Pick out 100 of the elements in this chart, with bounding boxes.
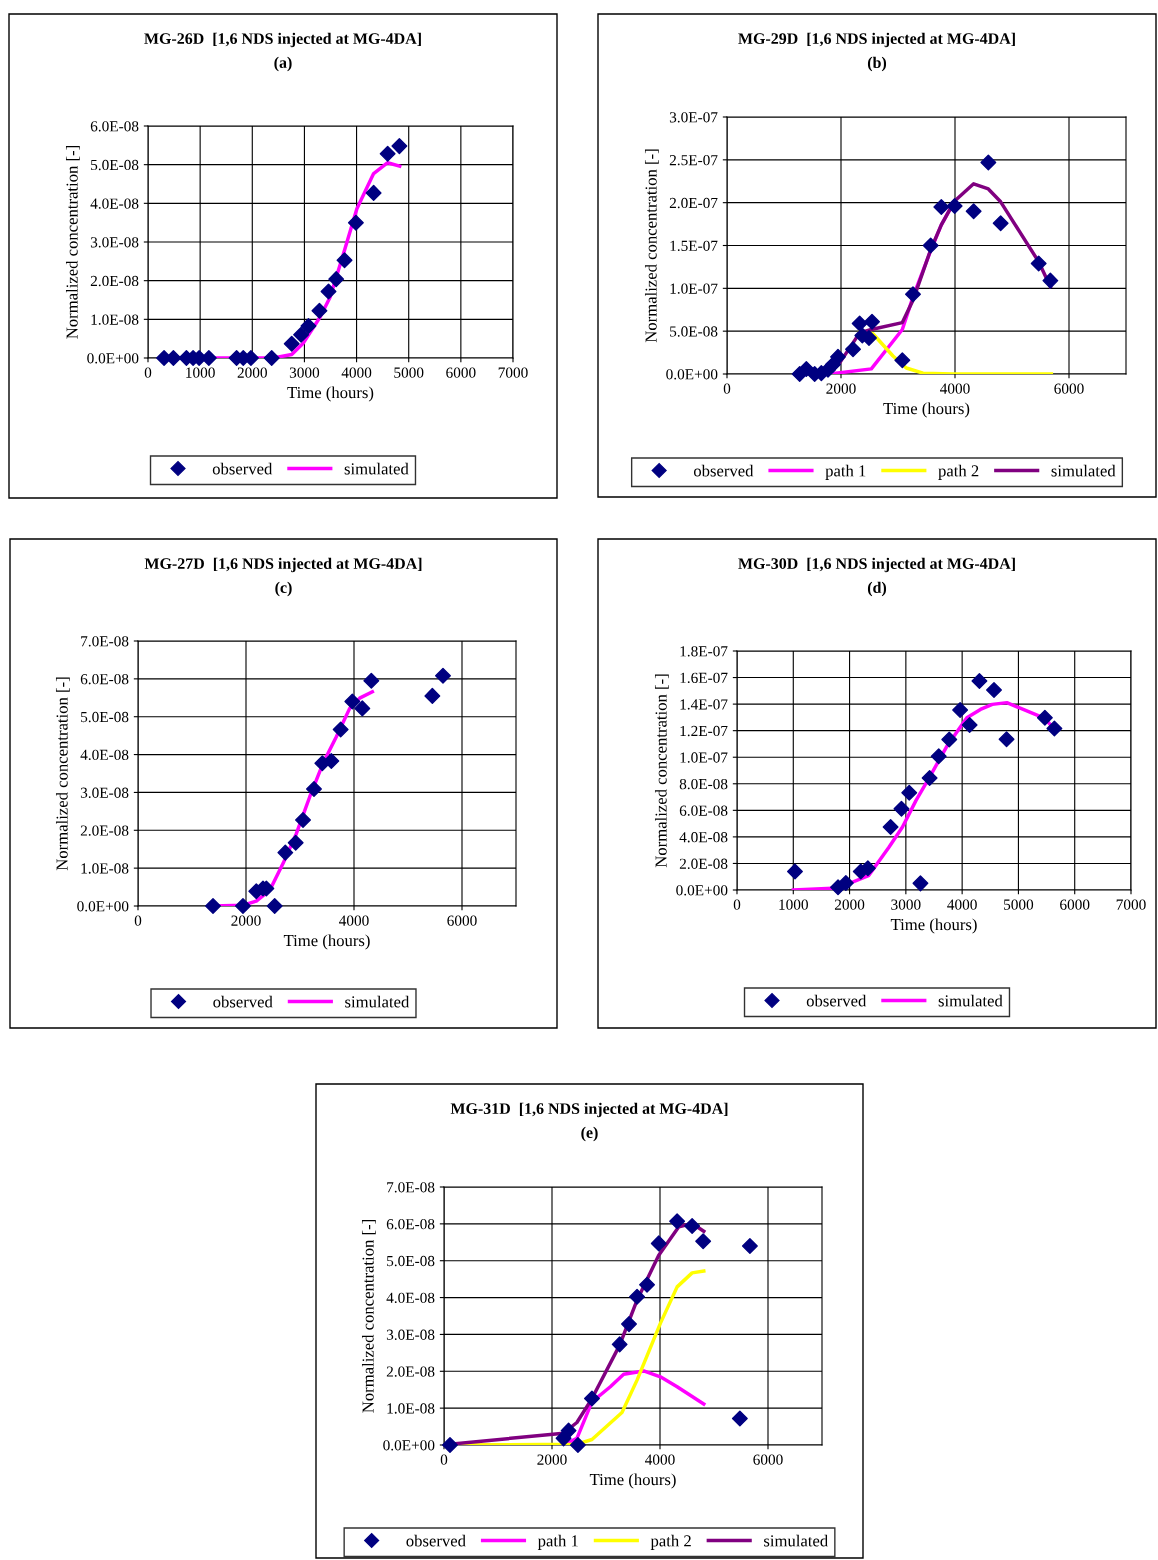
- y-tick-label: 1.6E-07: [680, 672, 728, 684]
- y-axis-title: Normalized concentration [-]: [361, 1220, 376, 1413]
- x-tick-label: 4000: [645, 1454, 675, 1465]
- y-tick-label: 2.0E-07: [669, 197, 718, 209]
- legend-label: path 1: [537, 1534, 578, 1550]
- point: [205, 898, 221, 914]
- point: [306, 781, 322, 797]
- x-tick-label: 7000: [1116, 899, 1146, 910]
- point: [952, 702, 969, 719]
- point: [930, 748, 947, 765]
- point: [442, 1437, 458, 1453]
- y-tick-label: 2.0E-08: [90, 275, 139, 287]
- point: [912, 875, 929, 892]
- y-tick-label: 4.0E-08: [679, 832, 728, 843]
- legend-label: simulated: [344, 462, 409, 475]
- point: [311, 302, 328, 319]
- y-tick-label: 1.8E-07: [680, 646, 728, 657]
- point: [379, 145, 396, 162]
- chart-title: MG-27D [1,6 NDS injected at MG-4DA]: [144, 557, 422, 573]
- x-tick-label: 2000: [231, 915, 261, 926]
- y-tick-label: 7.0E-08: [387, 1182, 435, 1193]
- legend-label: path 1: [825, 464, 866, 480]
- point: [741, 1237, 758, 1254]
- point: [837, 874, 854, 891]
- y-tick-label: 2.5E-07: [669, 154, 718, 166]
- point: [347, 214, 364, 231]
- point: [922, 237, 939, 254]
- point: [283, 335, 300, 352]
- point: [1046, 720, 1063, 737]
- chart-title: MG-29D [1,6 NDS injected at MG-4DA]: [738, 32, 1015, 48]
- point: [266, 898, 283, 914]
- legend-label: simulated: [938, 994, 1003, 1007]
- x-tick-label: 5000: [394, 367, 424, 378]
- point: [921, 769, 938, 786]
- legend-label: simulated: [345, 995, 410, 1008]
- point: [287, 834, 304, 851]
- y-tick-label: 3.0E-08: [90, 237, 139, 248]
- chart-subtitle: (a): [274, 56, 292, 72]
- point: [845, 341, 862, 358]
- y-tick-label: 0.0E+00: [383, 1440, 435, 1451]
- point: [933, 198, 950, 215]
- y-tick-label: 5.0E-08: [670, 326, 718, 337]
- point: [961, 717, 978, 734]
- point: [851, 315, 868, 332]
- x-tick-label: 0: [440, 1454, 448, 1465]
- y-axis-title: Normalized concentration [-]: [654, 674, 669, 868]
- y-tick-label: 6.0E-08: [679, 805, 728, 816]
- point: [295, 812, 312, 829]
- x-axis-title: Time (hours): [883, 402, 970, 418]
- x-tick-label: 1000: [779, 899, 808, 910]
- point: [354, 700, 371, 717]
- y-tick-label: 6.0E-08: [90, 121, 139, 132]
- y-tick-label: 2.0E-08: [80, 825, 129, 836]
- x-tick-label: 2000: [237, 367, 267, 378]
- point: [971, 673, 988, 689]
- point: [639, 1276, 656, 1293]
- point: [435, 667, 451, 684]
- chart-subtitle: (d): [867, 581, 887, 597]
- point: [946, 198, 963, 215]
- point: [882, 819, 899, 836]
- point: [650, 1235, 667, 1252]
- legend-label: simulated: [764, 1534, 828, 1547]
- point: [629, 1288, 646, 1305]
- point: [583, 1390, 600, 1407]
- y-tick-label: 3.0E-08: [80, 787, 129, 798]
- y-tick-label: 1.0E-08: [81, 863, 129, 874]
- y-tick-label: 5.0E-08: [81, 711, 129, 723]
- y-axis-title: Normalized concentration [-]: [55, 677, 70, 871]
- point: [1042, 272, 1059, 289]
- legend-label: path 2: [650, 1534, 691, 1550]
- chart-subtitle: (c): [275, 581, 292, 597]
- y-tick-label: 5.0E-08: [91, 159, 139, 171]
- x-tick-label: 6000: [1060, 899, 1090, 910]
- y-tick-label: 0.0E+00: [666, 369, 718, 380]
- y-tick-label: 6.0E-08: [386, 1219, 435, 1230]
- legend-label: simulated: [1051, 464, 1116, 477]
- x-tick-label: 4000: [947, 899, 977, 910]
- x-tick-label: 2000: [537, 1454, 567, 1465]
- chart-subtitle: (b): [867, 56, 887, 72]
- point: [344, 693, 361, 710]
- point: [695, 1233, 712, 1250]
- point: [560, 1422, 577, 1439]
- y-tick-label: 4.0E-08: [90, 198, 139, 209]
- y-tick-label: 1.5E-07: [670, 240, 718, 252]
- point: [293, 326, 310, 343]
- x-tick-label: 0: [134, 915, 142, 926]
- point: [320, 283, 337, 300]
- chart-subtitle: (e): [581, 1126, 598, 1142]
- x-tick-label: 4000: [940, 383, 970, 394]
- point: [998, 731, 1015, 748]
- point: [830, 348, 846, 365]
- y-tick-label: 2.0E-08: [386, 1366, 435, 1377]
- y-tick-label: 4.0E-08: [80, 749, 129, 761]
- point: [611, 1336, 628, 1353]
- x-tick-label: 6000: [447, 915, 477, 926]
- x-tick-label: 4000: [341, 367, 372, 378]
- y-axis-title: Normalized concentration [-]: [644, 149, 659, 343]
- y-tick-label: 1.0E-07: [670, 283, 718, 294]
- y-tick-label: 8.0E-08: [679, 778, 728, 790]
- y-tick-label: 0.0E+00: [676, 885, 728, 896]
